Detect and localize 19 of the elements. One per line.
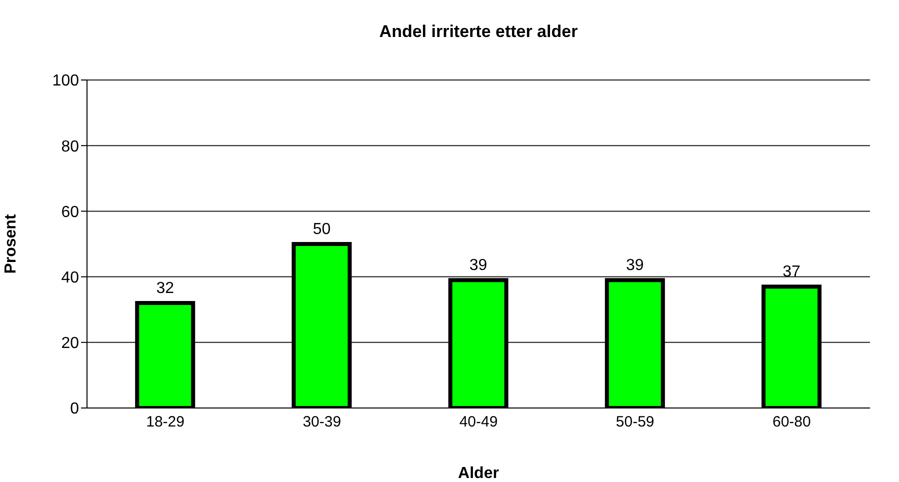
x-tick-label: 30-39 <box>302 414 342 431</box>
data-label: 39 <box>469 257 488 274</box>
y-tick-label: 80 <box>61 138 80 156</box>
x-tick-label: 18-29 <box>146 414 184 431</box>
y-tick-label: 0 <box>70 400 80 418</box>
x-tick-label: 40-49 <box>459 414 498 431</box>
x-tick-label: 60-80 <box>772 414 811 431</box>
data-label: 39 <box>626 257 644 274</box>
data-label: 32 <box>156 280 174 298</box>
chart-title: Andel irriterte etter alder <box>378 22 579 42</box>
y-tick-label: 20 <box>61 335 80 352</box>
y-tick-label: 40 <box>61 269 80 286</box>
x-axis-title: Alder <box>458 465 499 482</box>
data-label: 50 <box>312 221 331 238</box>
y-axis-title: Prosent <box>2 214 20 274</box>
y-tick-label: 60 <box>61 204 80 221</box>
y-tick-label: 100 <box>52 72 80 90</box>
x-tick-label: 50-59 <box>616 414 654 431</box>
data-label: 37 <box>782 264 801 281</box>
